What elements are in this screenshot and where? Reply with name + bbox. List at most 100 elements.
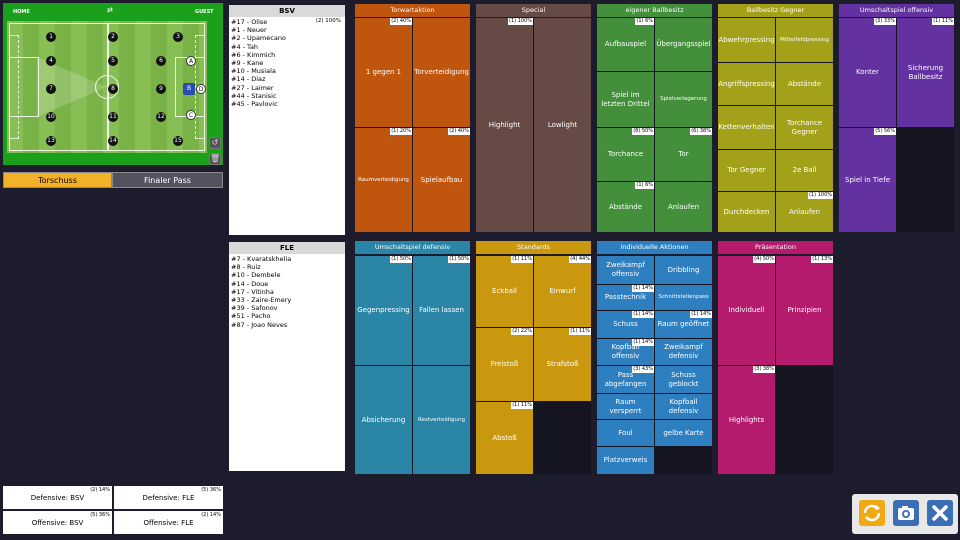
category-tile[interactable]: Raumverteidigung (1) 20%	[355, 128, 412, 232]
category-tile[interactable]: Abstände	[776, 63, 833, 105]
category-tile[interactable]: Aufbauspiel (1) 6%	[597, 18, 654, 71]
category-tile[interactable]: Kettenverhalten	[718, 106, 775, 149]
trash-icon[interactable]: 🗑	[209, 153, 221, 165]
player-list-item[interactable]: #7 - Kvaratskhelia	[231, 255, 292, 263]
category-tile[interactable]: Pass abgefangen (3) 43%	[597, 366, 654, 393]
player-list-item[interactable]: #17 - Vitinha	[231, 287, 274, 296]
category-tile[interactable]: Schuss (1) 14%	[597, 311, 654, 338]
category-tile[interactable]: 2e Ball	[776, 150, 833, 191]
category-tile[interactable]: Dribbling	[655, 256, 712, 284]
category-tile[interactable]: Einwurf (4) 44%	[534, 256, 591, 327]
home-player-marker[interactable]: 15	[173, 136, 183, 146]
category-tile[interactable]: Mittelfeldpressing	[776, 18, 833, 62]
torschuss-button[interactable]: Torschuss	[3, 172, 112, 188]
player-list-item[interactable]: #39 - Safonov	[231, 304, 278, 313]
camera-button[interactable]	[893, 500, 919, 526]
category-tile[interactable]: Absicherung	[355, 366, 412, 474]
category-tile[interactable]: Spiel in Tiefe (5) 56%	[839, 128, 896, 232]
home-player-marker[interactable]: 3	[173, 32, 183, 42]
home-player-marker[interactable]: 11	[108, 112, 118, 122]
category-tile[interactable]: Platzverweis	[597, 447, 654, 474]
category-tile[interactable]: Abstoß (1) 11%	[476, 402, 533, 474]
player-list-item[interactable]: #4 - Tah	[231, 42, 259, 51]
player-list-item[interactable]: #51 - Pacho	[231, 312, 271, 321]
player-list-item[interactable]: #1 - Neuer	[231, 26, 267, 35]
category-tile[interactable]: Kopfball offensiv (1) 14%	[597, 339, 654, 365]
home-player-marker[interactable]: 12	[156, 112, 166, 122]
category-tile[interactable]: Schnittstellenpass	[655, 285, 712, 310]
home-player-marker[interactable]: 10	[46, 112, 56, 122]
category-tile[interactable]: Durchdecken	[718, 192, 775, 232]
category-tile[interactable]: Torverteidigung	[413, 18, 470, 127]
category-tile[interactable]: Zweikampf offensiv	[597, 256, 654, 284]
category-tile[interactable]: 1 gegen 1 (2) 40%	[355, 18, 412, 127]
home-player-marker[interactable]: 13	[46, 136, 56, 146]
category-tile[interactable]: Angriffspressing	[718, 63, 775, 105]
category-tile[interactable]: Zweikampf defensiv	[655, 339, 712, 365]
stat-defensive-bsv[interactable]: (2) 14% Defensive: BSV	[3, 486, 112, 509]
category-tile[interactable]: Übergangsspiel	[655, 18, 712, 71]
stat-defensive-fle[interactable]: (5) 36% Defensive: FLE	[114, 486, 223, 509]
home-player-marker[interactable]: 7	[46, 84, 56, 94]
player-list-item[interactable]: #14 - Diaz	[231, 75, 266, 84]
category-tile[interactable]: Schuss geblockt	[655, 366, 712, 393]
home-player-marker[interactable]: 9	[156, 84, 166, 94]
category-tile[interactable]: Passtechnik (1) 14%	[597, 285, 654, 310]
stat-offensive-fle[interactable]: (2) 14% Offensive: FLE	[114, 511, 223, 534]
category-tile[interactable]: Highlight (1) 100%	[476, 18, 533, 232]
undo-icon[interactable]: ↺	[209, 137, 221, 149]
category-tile[interactable]: Kopfball defensiv	[655, 394, 712, 419]
category-tile[interactable]: Foul	[597, 420, 654, 446]
player-list-item[interactable]: #17 - Olise	[231, 18, 268, 26]
category-tile[interactable]: Abstände (1) 6%	[597, 182, 654, 232]
away-player-marker[interactable]: A	[186, 56, 196, 66]
category-tile[interactable]: Freistoß (2) 22%	[476, 328, 533, 401]
category-tile[interactable]: Anlaufen	[655, 182, 712, 232]
finaler-pass-button[interactable]: Finaler Pass	[112, 172, 223, 188]
player-list-item[interactable]: #10 - Dembele	[231, 271, 281, 280]
category-tile[interactable]: Tor Gegner	[718, 150, 775, 191]
home-player-marker[interactable]: 14	[108, 136, 118, 146]
player-list-item[interactable]: #14 - Doue	[231, 279, 269, 288]
swap-sides-icon[interactable]: ⇄	[107, 6, 113, 14]
category-tile[interactable]: Anlaufen (1) 100%	[776, 192, 833, 232]
category-tile[interactable]: Gegenpressing (1) 50%	[355, 256, 412, 365]
category-tile[interactable]: Eckball (1) 11%	[476, 256, 533, 327]
home-player-marker[interactable]: 2	[108, 32, 118, 42]
refresh-button[interactable]	[859, 500, 885, 526]
category-tile[interactable]: Spielaufbau (2) 40%	[413, 128, 470, 232]
player-list-item[interactable]: #44 - Stanisic	[231, 91, 277, 100]
goalkeeper-marker[interactable]: B	[183, 83, 195, 95]
player-list-item[interactable]: #27 - Laimer	[231, 83, 274, 92]
home-player-marker[interactable]: 8	[108, 84, 118, 94]
player-list-item[interactable]: #87 - Joao Neves	[231, 320, 288, 329]
player-list-item[interactable]: #9 - Kane	[231, 59, 264, 68]
category-tile[interactable]: Spielverlagerung	[655, 72, 712, 127]
player-list-item[interactable]: #10 - Musiala	[231, 67, 276, 76]
category-tile[interactable]: gelbe Karte	[655, 420, 712, 446]
player-list-item[interactable]: #6 - Kimmich	[231, 50, 276, 59]
category-tile[interactable]: Restverteidigung	[413, 366, 470, 474]
category-tile[interactable]: Torchance (8) 50%	[597, 128, 654, 181]
category-tile[interactable]: Strafstoß (1) 11%	[534, 328, 591, 401]
home-player-marker[interactable]: 4	[46, 56, 56, 66]
home-player-marker[interactable]: 6	[156, 56, 166, 66]
category-tile[interactable]: Individuell (4) 50%	[718, 256, 775, 365]
category-tile[interactable]: Tor (6) 38%	[655, 128, 712, 181]
player-list-item[interactable]: #8 - Ruiz	[231, 263, 261, 272]
close-button[interactable]	[927, 500, 953, 526]
player-list-item[interactable]: #2 - Upamecano	[231, 34, 286, 43]
home-player-marker[interactable]: 1	[46, 32, 56, 42]
stat-offensive-bsv[interactable]: (5) 36% Offensive: BSV	[3, 511, 112, 534]
category-tile[interactable]: Abwehrpressing	[718, 18, 775, 62]
category-tile[interactable]: Prinzipien (1) 13%	[776, 256, 833, 365]
category-tile[interactable]: Spiel im letzten Drittel	[597, 72, 654, 127]
category-tile[interactable]: Highlights (3) 38%	[718, 366, 775, 474]
category-tile[interactable]: Raum versperrt	[597, 394, 654, 419]
category-tile[interactable]: Raum geöffnet (1) 14%	[655, 311, 712, 338]
home-player-marker[interactable]: 5	[108, 56, 118, 66]
away-player-marker[interactable]: D	[196, 84, 206, 94]
player-list-item[interactable]: #33 - Zaire-Emery	[231, 296, 292, 305]
category-tile[interactable]: Sicherung Ballbesitz (1) 11%	[897, 18, 954, 127]
category-tile[interactable]: Torchance Gegner	[776, 106, 833, 149]
